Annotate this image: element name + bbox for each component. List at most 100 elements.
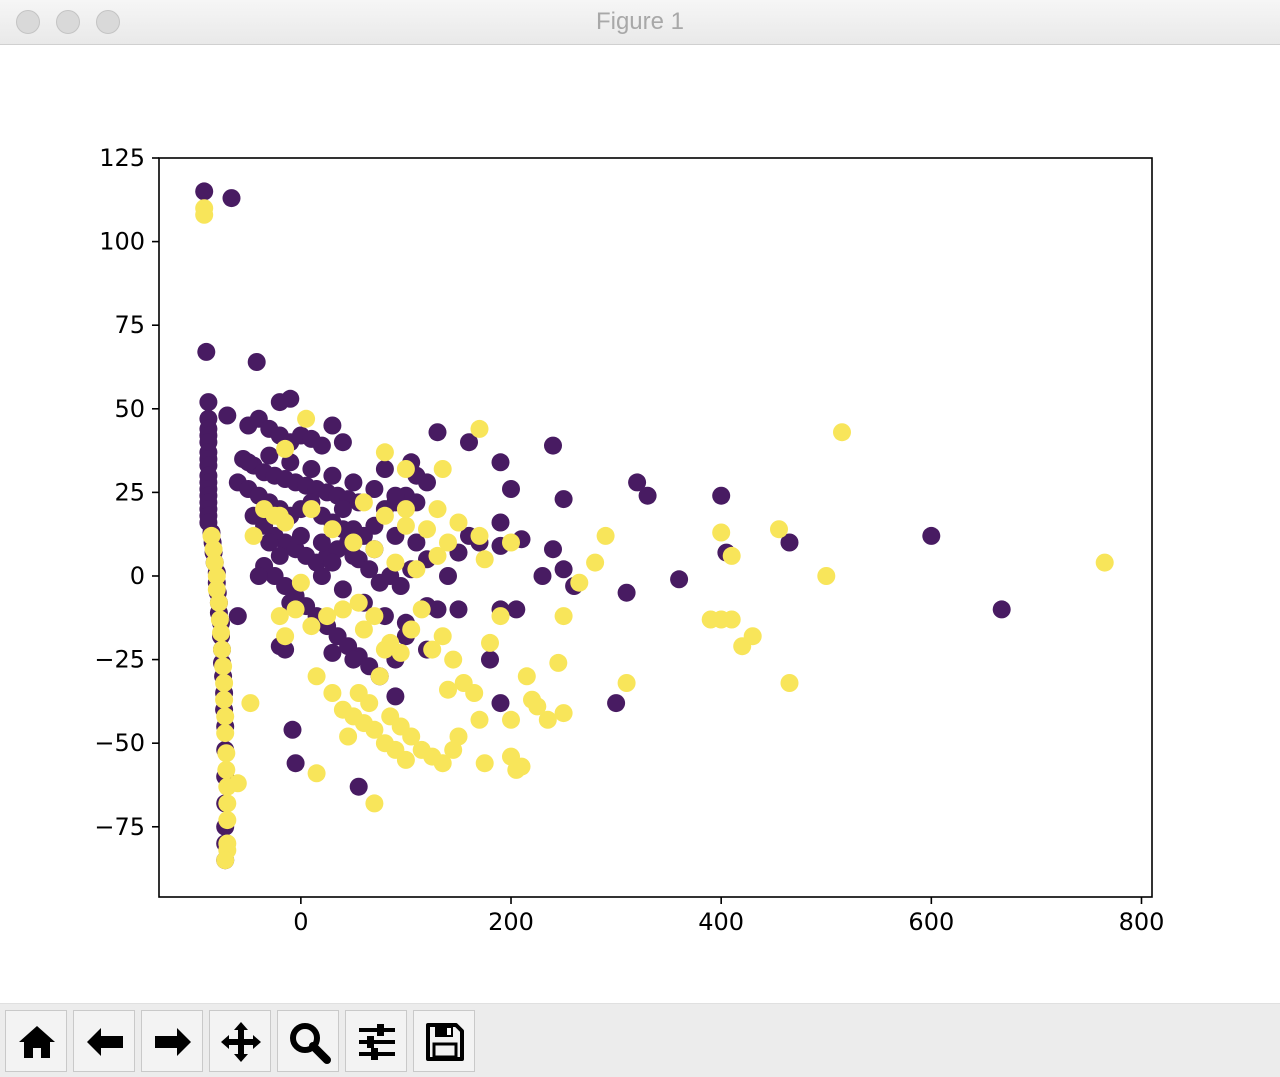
data-point [216, 707, 235, 726]
data-point [391, 577, 410, 595]
data-point [407, 533, 426, 552]
data-point [365, 720, 384, 739]
data-point [270, 393, 289, 412]
data-point [204, 540, 223, 559]
data-point [423, 640, 442, 659]
data-point [402, 727, 421, 746]
zoom-button[interactable] [277, 1010, 339, 1072]
data-point [244, 526, 263, 545]
data-point [276, 439, 295, 458]
data-point [449, 727, 468, 746]
data-point [195, 182, 214, 201]
y-tick-label: 75 [114, 311, 145, 339]
data-point [286, 600, 305, 619]
data-point [780, 533, 799, 552]
data-point [276, 513, 295, 532]
data-point [239, 453, 258, 472]
data-point [391, 643, 410, 662]
data-point [349, 593, 368, 612]
data-point [533, 567, 552, 585]
data-point [418, 520, 436, 539]
data-points [195, 182, 1114, 870]
x-axis: 0 200 400 600 800 [293, 897, 1164, 936]
sliders-icon [359, 1024, 395, 1060]
data-point [386, 687, 405, 706]
back-button[interactable] [73, 1010, 135, 1072]
arrow-left-icon [87, 1028, 123, 1056]
data-point [475, 754, 494, 773]
y-tick-label: −50 [94, 729, 145, 757]
save-button[interactable] [413, 1010, 475, 1072]
magnifier-icon [290, 1023, 331, 1064]
configure-subplots-button[interactable] [345, 1010, 407, 1072]
data-point [428, 423, 447, 442]
data-point [222, 189, 241, 208]
move-icon [221, 1022, 261, 1062]
data-point [439, 533, 457, 552]
data-point [213, 640, 231, 659]
data-point [283, 720, 302, 739]
data-point [433, 754, 452, 773]
y-tick-label: −25 [94, 646, 145, 674]
data-point [260, 533, 279, 552]
data-point [215, 690, 234, 709]
data-point [312, 436, 331, 455]
data-point [722, 610, 741, 629]
data-point [428, 500, 447, 519]
data-point [210, 610, 229, 629]
data-point [218, 794, 237, 813]
home-button[interactable] [5, 1010, 67, 1072]
data-point [712, 523, 731, 542]
y-axis: −75 −50 −25 0 25 50 75 100 125 [94, 144, 159, 841]
data-point [323, 643, 342, 662]
data-point [502, 480, 520, 498]
window-title: Figure 1 [595, 8, 685, 35]
y-tick-label: 100 [99, 228, 145, 256]
zoom-window-button[interactable] [96, 10, 120, 34]
data-point [481, 650, 499, 669]
data-point [344, 546, 363, 565]
navigation-toolbar [0, 1003, 1280, 1077]
data-point [365, 480, 384, 498]
forward-button[interactable] [141, 1010, 203, 1072]
arrow-right-icon [155, 1028, 191, 1056]
data-point [291, 573, 310, 592]
pan-button[interactable] [209, 1010, 271, 1072]
data-point [670, 570, 689, 589]
data-point [628, 473, 647, 492]
data-point [491, 607, 510, 626]
x-tick-label: 0 [293, 908, 308, 936]
data-point [354, 493, 373, 512]
data-point [215, 674, 234, 692]
data-point [396, 460, 415, 478]
data-point [491, 513, 510, 532]
data-point [354, 620, 373, 639]
y-tick-label: 0 [130, 562, 145, 590]
data-point [360, 694, 379, 713]
data-point [538, 710, 557, 729]
data-point [344, 473, 363, 492]
data-point [216, 851, 235, 870]
data-point [439, 567, 457, 585]
close-window-button[interactable] [16, 10, 40, 34]
data-point [449, 513, 468, 532]
data-point [270, 546, 289, 565]
data-point [780, 674, 799, 692]
data-point [491, 453, 510, 472]
figure-canvas[interactable]: 0 200 400 600 800 −75 −50 −25 0 25 50 75 100 125 [0, 45, 1280, 1003]
y-tick-label: 125 [99, 144, 145, 172]
data-point [554, 704, 573, 723]
data-point [291, 526, 310, 545]
data-point [433, 460, 452, 478]
data-point [470, 526, 489, 545]
data-point [770, 520, 788, 539]
data-point [297, 409, 316, 428]
data-point [396, 500, 415, 519]
y-tick-label: 25 [114, 478, 145, 506]
minimize-window-button[interactable] [56, 10, 80, 34]
data-point [507, 600, 526, 619]
data-point [722, 546, 741, 565]
data-point [339, 727, 358, 746]
data-point [375, 506, 394, 525]
data-point [218, 406, 237, 425]
